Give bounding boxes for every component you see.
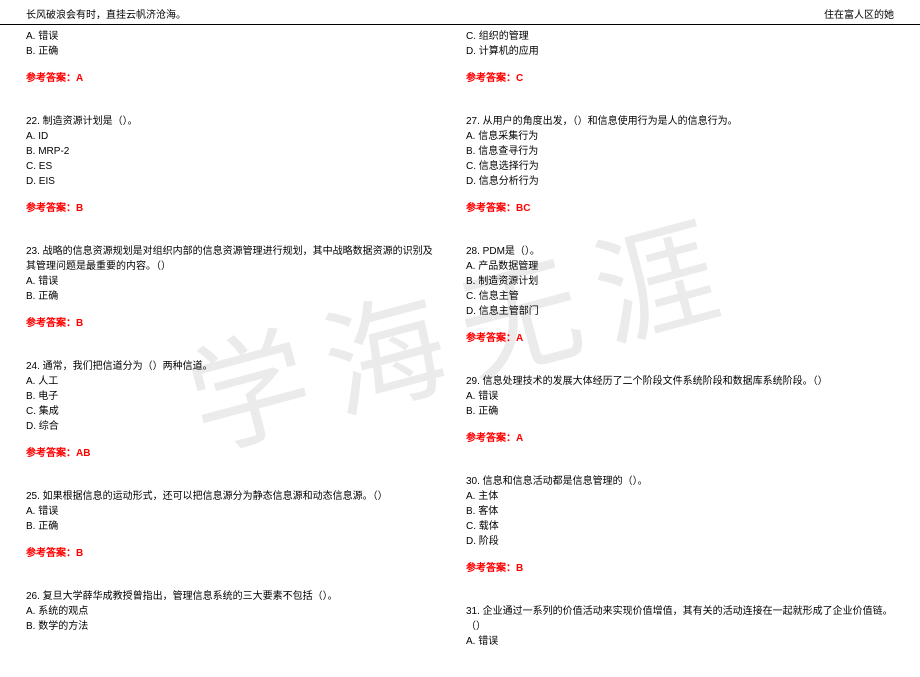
answer-text: 参考答案：B	[466, 561, 894, 576]
question-block: 24. 通常，我们把信道分为（）两种信道。A. 人工B. 电子C. 集成D. 综…	[26, 359, 440, 461]
question-block: 27. 从用户的角度出发，（）和信息使用行为是人的信息行为。A. 信息采集行为B…	[466, 114, 894, 216]
question-block: C. 组织的管理D. 计算机的应用参考答案：C	[466, 29, 894, 86]
question-stem: 23. 战略的信息资源规划是对组织内部的信息资源管理进行规划，其中战略数据资源的…	[26, 244, 440, 274]
answer-text: 参考答案：B	[26, 316, 440, 331]
question-stem: 25. 如果根据信息的运动形式，还可以把信息源分为静态信息源和动态信息源。（）	[26, 489, 440, 504]
question-option: A. 主体	[466, 489, 894, 504]
question-option: D. 信息分析行为	[466, 174, 894, 189]
question-option: A. 错误	[26, 274, 440, 289]
question-option: B. MRP-2	[26, 144, 440, 159]
question-option: D. 综合	[26, 419, 440, 434]
answer-text: 参考答案：A	[26, 71, 440, 86]
question-option: D. 信息主管部门	[466, 304, 894, 319]
left-column: A. 错误B. 正确参考答案：A22. 制造资源计划是（）。A. IDB. MR…	[26, 29, 460, 677]
question-option: B. 数学的方法	[26, 619, 440, 634]
question-option: A. ID	[26, 129, 440, 144]
question-option: C. 集成	[26, 404, 440, 419]
question-option: C. 组织的管理	[466, 29, 894, 44]
question-stem: 26. 复旦大学薛华成教授曾指出，管理信息系统的三大要素不包括（）。	[26, 589, 440, 604]
header-left-quote: 长风破浪会有时，直挂云帆济沧海。	[26, 6, 186, 21]
question-option: B. 电子	[26, 389, 440, 404]
answer-text: 参考答案：A	[466, 331, 894, 346]
answer-text: 参考答案：B	[26, 546, 440, 561]
question-stem: 31. 企业通过一系列的价值活动来实现价值增值，其有关的活动连接在一起就形成了企…	[466, 604, 894, 634]
question-option: A. 人工	[26, 374, 440, 389]
question-option: C. 信息主管	[466, 289, 894, 304]
question-option: D. EIS	[26, 174, 440, 189]
question-option: B. 正确	[26, 519, 440, 534]
content-area: A. 错误B. 正确参考答案：A22. 制造资源计划是（）。A. IDB. MR…	[0, 25, 920, 677]
question-stem: 24. 通常，我们把信道分为（）两种信道。	[26, 359, 440, 374]
answer-text: 参考答案：C	[466, 71, 894, 86]
answer-text: 参考答案：B	[26, 201, 440, 216]
question-option: A. 产品数据管理	[466, 259, 894, 274]
answer-text: 参考答案：AB	[26, 446, 440, 461]
question-option: C. 信息选择行为	[466, 159, 894, 174]
question-option: A. 错误	[26, 504, 440, 519]
question-option: A. 错误	[26, 29, 440, 44]
question-block: A. 错误B. 正确参考答案：A	[26, 29, 440, 86]
answer-text: 参考答案：BC	[466, 201, 894, 216]
question-option: A. 错误	[466, 389, 894, 404]
question-option: C. ES	[26, 159, 440, 174]
question-block: 25. 如果根据信息的运动形式，还可以把信息源分为静态信息源和动态信息源。（）A…	[26, 489, 440, 561]
question-option: C. 载体	[466, 519, 894, 534]
question-block: 29. 信息处理技术的发展大体经历了二个阶段文件系统阶段和数据库系统阶段。（）A…	[466, 374, 894, 446]
page-header: 长风破浪会有时，直挂云帆济沧海。 住在富人区的她	[0, 0, 920, 25]
question-block: 31. 企业通过一系列的价值活动来实现价值增值，其有关的活动连接在一起就形成了企…	[466, 604, 894, 649]
right-column: C. 组织的管理D. 计算机的应用参考答案：C 27. 从用户的角度出发，（）和信…	[460, 29, 894, 677]
question-option: B. 客体	[466, 504, 894, 519]
question-stem: 29. 信息处理技术的发展大体经历了二个阶段文件系统阶段和数据库系统阶段。（）	[466, 374, 894, 389]
question-stem: 27. 从用户的角度出发，（）和信息使用行为是人的信息行为。	[466, 114, 894, 129]
question-option: B. 制造资源计划	[466, 274, 894, 289]
question-block: 23. 战略的信息资源规划是对组织内部的信息资源管理进行规划，其中战略数据资源的…	[26, 244, 440, 331]
question-block: 28. PDM是（）。A. 产品数据管理B. 制造资源计划C. 信息主管D. 信…	[466, 244, 894, 346]
question-option: D. 计算机的应用	[466, 44, 894, 59]
question-option: A. 信息采集行为	[466, 129, 894, 144]
question-option: B. 信息查寻行为	[466, 144, 894, 159]
question-option: D. 阶段	[466, 534, 894, 549]
question-option: B. 正确	[466, 404, 894, 419]
question-block: 22. 制造资源计划是（）。A. IDB. MRP-2C. ESD. EIS 参考…	[26, 114, 440, 216]
question-block: 30. 信息和信息活动都是信息管理的（）。A. 主体B. 客体C. 载体D. 阶…	[466, 474, 894, 576]
answer-text: 参考答案：A	[466, 431, 894, 446]
question-stem: 30. 信息和信息活动都是信息管理的（）。	[466, 474, 894, 489]
question-stem: 22. 制造资源计划是（）。	[26, 114, 440, 129]
header-right-text: 住在富人区的她	[824, 6, 894, 21]
question-option: B. 正确	[26, 289, 440, 304]
question-option: B. 正确	[26, 44, 440, 59]
question-option: A. 错误	[466, 634, 894, 649]
question-block: 26. 复旦大学薛华成教授曾指出，管理信息系统的三大要素不包括（）。A. 系统的…	[26, 589, 440, 634]
question-stem: 28. PDM是（）。	[466, 244, 894, 259]
question-option: A. 系统的观点	[26, 604, 440, 619]
